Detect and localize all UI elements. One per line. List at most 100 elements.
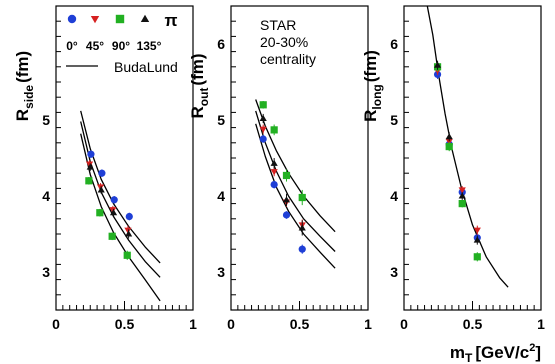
x-axis-title-unit: [GeV/c <box>475 343 529 362</box>
y-axis-title-main: R <box>361 110 380 122</box>
data-point <box>270 181 278 189</box>
data-point <box>97 186 105 193</box>
data-point <box>98 169 106 177</box>
data-point <box>109 207 117 214</box>
y-tick-label: 6 <box>217 36 225 52</box>
y-tick-label: 4 <box>217 188 225 204</box>
legend <box>66 14 150 67</box>
data-point <box>108 232 116 240</box>
legend-label: 45° <box>86 39 104 53</box>
data-point <box>282 211 291 219</box>
data-point <box>473 236 481 243</box>
y-axis-title-unit: (fm) <box>13 51 32 83</box>
x-tick-label: 0 <box>52 316 60 332</box>
x-axis-title-end: ] <box>535 343 541 362</box>
x-tick-label: 0 <box>227 316 235 332</box>
data-point <box>96 184 105 191</box>
legend-label: 135° <box>137 39 162 53</box>
y-tick-label: 5 <box>217 112 225 128</box>
y-tick-label: 5 <box>42 112 50 128</box>
data-point <box>458 200 466 208</box>
data-point <box>298 224 306 231</box>
data-point <box>109 209 118 216</box>
data-point <box>282 171 291 180</box>
x-axis-title-sup: 2 <box>529 342 535 354</box>
data-point <box>259 101 267 109</box>
data-point <box>458 187 466 194</box>
panel-note: STAR <box>260 17 296 33</box>
x-axis-title-sub: T <box>465 351 473 364</box>
data-point <box>473 253 481 261</box>
plot-frame <box>403 5 542 311</box>
data-point <box>282 196 291 203</box>
x-tick-label: 1 <box>537 316 545 332</box>
data-point <box>445 133 453 140</box>
legend-line-label: BudaLund <box>114 59 178 75</box>
data-point <box>473 227 481 234</box>
data-point <box>270 126 278 134</box>
data-point <box>96 209 104 217</box>
data-point <box>445 143 453 151</box>
data-point <box>458 192 466 199</box>
fit-curve <box>80 110 161 264</box>
data-point <box>90 16 100 24</box>
data-point <box>123 251 131 259</box>
fit-curve <box>426 5 509 288</box>
x-axis-title-main: m <box>450 343 465 362</box>
data-point <box>433 61 442 68</box>
y-axis-title-unit: (fm) <box>188 53 207 85</box>
panel-long <box>403 5 542 311</box>
fit-curve <box>255 110 336 252</box>
x-tick-label: 0 <box>400 316 408 332</box>
y-axis-title-sub: out <box>197 88 211 107</box>
y-axis-title-sub: long <box>370 84 384 109</box>
x-tick-label: 0.5 <box>290 316 310 332</box>
y-tick-label: 3 <box>42 264 50 280</box>
x-tick-label: 1 <box>364 316 372 332</box>
y-axis-title-main: R <box>188 106 207 118</box>
data-point <box>85 161 94 168</box>
fit-curve <box>255 99 336 233</box>
data-point <box>270 169 278 176</box>
panel-side <box>55 5 194 311</box>
data-point <box>140 14 150 22</box>
y-axis-title-main: R <box>13 109 32 121</box>
panel-out <box>230 5 369 311</box>
data-point <box>125 230 133 237</box>
legend-label: 90° <box>112 39 130 53</box>
legend-label: 0° <box>66 39 78 53</box>
data-point <box>86 163 94 170</box>
y-tick-label: 4 <box>42 188 50 204</box>
y-tick-label: 3 <box>390 264 398 280</box>
data-point <box>298 193 306 202</box>
data-point <box>110 196 118 204</box>
legend-particle: π <box>164 11 177 30</box>
y-tick-label: 3 <box>217 264 225 280</box>
panel-note: 20-30% <box>260 34 308 50</box>
data-point <box>445 138 453 145</box>
data-point <box>85 177 93 185</box>
x-tick-label: 1 <box>189 316 197 332</box>
data-point <box>259 126 267 133</box>
panel-note: centrality <box>260 51 316 67</box>
y-tick-label: 5 <box>390 112 398 128</box>
data-point <box>87 150 95 158</box>
y-axis-title: Rlong (fm) <box>361 50 384 122</box>
x-tick-label: 0.5 <box>115 316 135 332</box>
y-tick-label: 6 <box>390 36 398 52</box>
data-point <box>67 14 77 24</box>
fit-curve <box>80 133 161 302</box>
data-point <box>124 227 132 234</box>
y-axis-title: Rside (fm) <box>13 51 36 121</box>
x-tick-label: 0.5 <box>463 316 483 332</box>
y-axis-title-sub: side <box>22 85 36 109</box>
y-tick-label: 4 <box>390 188 398 204</box>
y-axis-title-unit: (fm) <box>361 50 380 82</box>
fit-curve <box>80 121 161 278</box>
fit-curve <box>255 123 336 269</box>
data-point <box>259 135 267 143</box>
y-axis-title: Rout (fm) <box>188 53 211 118</box>
data-point <box>259 114 267 121</box>
data-point <box>270 159 278 166</box>
